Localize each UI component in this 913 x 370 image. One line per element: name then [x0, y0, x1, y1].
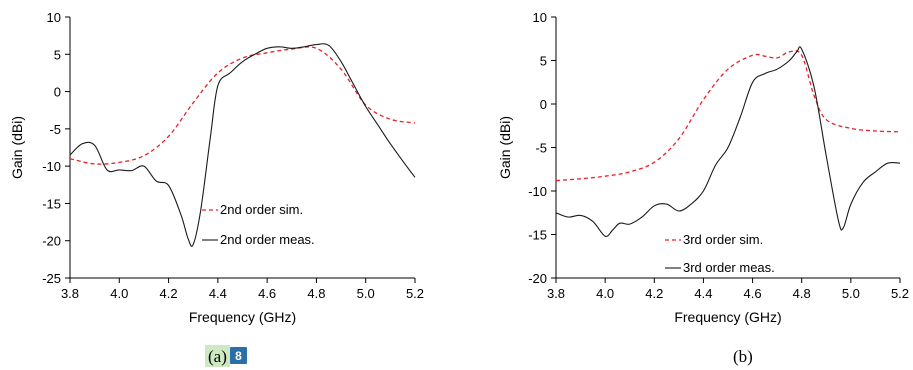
- x-tick-label: 5.2: [406, 286, 424, 301]
- legend-label: 3rd order sim.: [683, 232, 763, 247]
- series-line-meas: [555, 46, 901, 237]
- y-tick-label: -10: [528, 184, 547, 199]
- x-tick-label: 3.8: [61, 286, 79, 301]
- y-axis-label: Gain (dBi): [497, 116, 513, 179]
- legend-label: 2nd order meas.: [220, 232, 315, 247]
- x-tick-label: 5.2: [891, 286, 909, 301]
- y-tick-label: -15: [42, 196, 61, 211]
- x-tick-label: 4.4: [209, 286, 227, 301]
- chart-b: 3.8 4.0 4.2 4.4 4.6 4.8 5.0 5.2 -20 -15 -10 -5 0 5 10 F…: [497, 10, 909, 366]
- x-axis-label: Frequency (GHz): [189, 309, 296, 325]
- chart-a: 3.8 4.0 4.2 4.4 4.6 4.8 5.0 5.2 -25 -20 -15 -10 -5 0 5…: [9, 10, 424, 367]
- y-tick-label: 10: [47, 10, 61, 25]
- y-tick-label: 0: [54, 85, 61, 100]
- y-tick-label: 10: [533, 10, 547, 25]
- y-tick-label: -20: [42, 234, 61, 249]
- y-tick-label: -5: [49, 122, 61, 137]
- x-tick-label: 4.8: [793, 286, 811, 301]
- series-line-meas: [69, 43, 416, 247]
- legend-label: 3rd order meas.: [683, 260, 775, 275]
- x-tick-label: 4.6: [258, 286, 276, 301]
- panel-label: (a): [208, 347, 227, 366]
- y-tick-label: 5: [540, 54, 547, 69]
- x-tick-label: 4.0: [110, 286, 128, 301]
- legend-label: 2nd order sim.: [220, 202, 303, 217]
- y-tick-label: -20: [528, 271, 547, 286]
- x-tick-label: 4.8: [307, 286, 325, 301]
- y-tick-label: -15: [528, 228, 547, 243]
- y-tick-label: -10: [42, 159, 61, 174]
- x-axis-label: Frequency (GHz): [674, 309, 781, 325]
- x-tick-label: 3.8: [547, 286, 565, 301]
- y-tick-label: 5: [54, 47, 61, 62]
- panel-label-highlight: [205, 345, 230, 367]
- y-tick-label: -5: [535, 141, 547, 156]
- x-tick-label: 4.2: [645, 286, 663, 301]
- panel-label: (b): [733, 347, 753, 366]
- y-tick-label: 0: [540, 97, 547, 112]
- x-tick-label: 4.6: [744, 286, 762, 301]
- x-tick-label: 5.0: [842, 286, 860, 301]
- x-tick-label: 4.0: [596, 286, 614, 301]
- x-tick-label: 4.2: [160, 286, 178, 301]
- x-tick-label: 5.0: [357, 286, 375, 301]
- panel-badge-box: [230, 347, 247, 364]
- series-line-sim: [555, 50, 901, 182]
- series-line-sim: [69, 46, 416, 165]
- y-tick-label: -25: [42, 271, 61, 286]
- x-tick-label: 4.4: [694, 286, 712, 301]
- y-axis-label: Gain (dBi): [9, 116, 25, 179]
- panel-badge-number: 8: [235, 349, 242, 363]
